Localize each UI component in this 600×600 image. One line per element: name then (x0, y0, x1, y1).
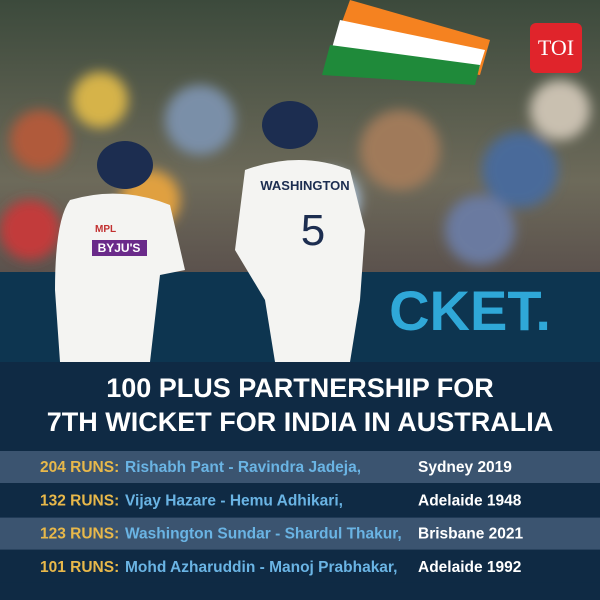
partners: Mohd Azharuddin - Manoj Prabhakar, (125, 559, 397, 576)
venue: Adelaide 1948 (418, 492, 522, 509)
runs: 101 RUNS: (40, 559, 119, 576)
photo: CKET. MPL BYJU'S WASHINGTON 5 TOI (0, 0, 600, 362)
runs: 132 RUNS: (40, 492, 119, 509)
runs: 204 RUNS: (40, 459, 119, 476)
player-left: MPL BYJU'S (55, 141, 185, 362)
flag (322, 0, 490, 85)
table-row: 123 RUNS: Washington Sundar - Shardul Tha… (0, 517, 600, 550)
banner-text: CKET. (389, 279, 551, 342)
table: 204 RUNS: Rishabh Pant - Ravindra Jadeja,… (0, 451, 600, 583)
row-background (0, 550, 600, 583)
table-row: 204 RUNS: Rishabh Pant - Ravindra Jadeja,… (0, 451, 600, 483)
row-background (0, 451, 600, 483)
table-row: 101 RUNS: Mohd Azharuddin - Manoj Prabhak… (0, 550, 600, 583)
partners: Washington Sundar - Shardul Thakur, (125, 526, 402, 543)
venue: Brisbane 2021 (418, 526, 523, 543)
partners: Rishabh Pant - Ravindra Jadeja, (125, 459, 361, 476)
logo-badge (530, 23, 582, 73)
runs: 123 RUNS: (40, 526, 119, 543)
title-line: 100 PLUS PARTNERSHIP FOR (106, 373, 494, 403)
venue: Adelaide 1992 (418, 559, 521, 576)
player-right: WASHINGTON 5 (235, 101, 365, 362)
sponsor: BYJU'S (98, 241, 141, 255)
table-row: 132 RUNS: Vijay Hazare - Hemu Adhikari, Ad… (0, 484, 600, 517)
jersey-number: 5 (301, 206, 325, 255)
row-background (0, 517, 600, 550)
logo: TOI (538, 35, 574, 60)
sponsor-small: MPL (95, 224, 116, 235)
title-line: 7TH WICKET FOR INDIA IN AUSTRALIA (47, 407, 553, 437)
partners: Vijay Hazare - Hemu Adhikari, (125, 492, 343, 509)
jersey-name: WASHINGTON (260, 178, 349, 193)
row-background (0, 484, 600, 517)
venue: Sydney 2019 (418, 459, 512, 476)
